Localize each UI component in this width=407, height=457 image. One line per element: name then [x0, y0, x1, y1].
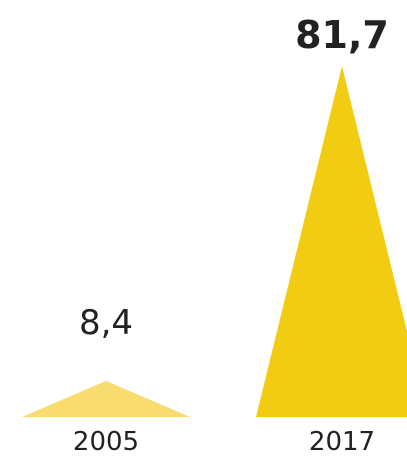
- value-label-2017: 81,7: [295, 13, 389, 57]
- triangle-mark-2017: [256, 66, 407, 417]
- chart-labels: 8,4 2005 81,7 2017: [73, 13, 389, 457]
- category-label-2005: 2005: [73, 427, 139, 457]
- triangle-mark-2005: [22, 380, 190, 417]
- chart-marks: [22, 66, 407, 417]
- value-label-2005: 8,4: [79, 303, 133, 343]
- category-label-2017: 2017: [309, 427, 375, 457]
